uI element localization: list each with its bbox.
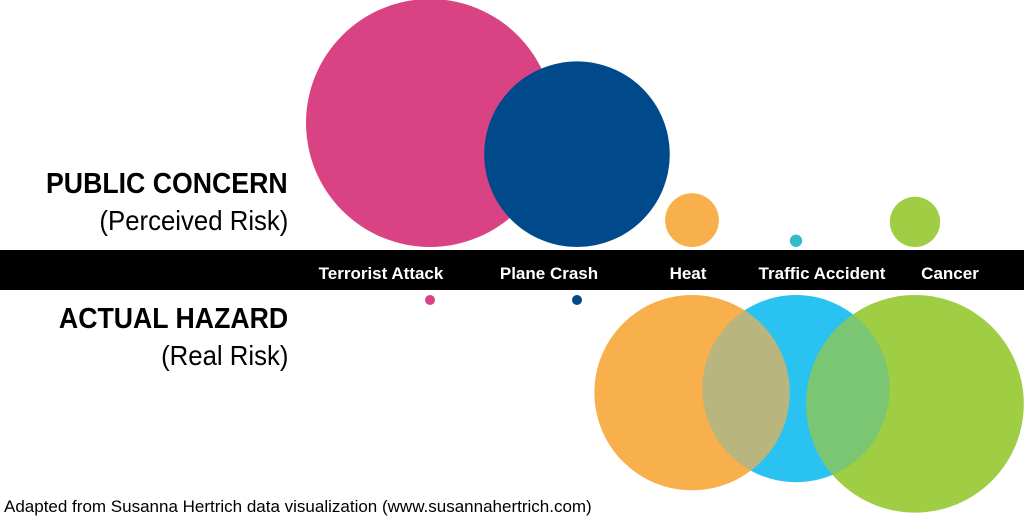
perceived-risk-subtitle: (Perceived Risk) — [99, 205, 288, 236]
perceived-bubble-cancer — [889, 196, 941, 247]
category-label-heat: Heat — [670, 264, 707, 283]
divider-band — [0, 250, 1024, 290]
public-concern-title: PUBLIC CONCERN — [46, 168, 288, 200]
actual-bubble-plane-crash — [572, 295, 582, 305]
perceived-bubble-plane-crash — [484, 61, 670, 247]
category-label-plane-crash: Plane Crash — [500, 264, 598, 283]
category-label-traffic-accident: Traffic Accident — [759, 264, 886, 283]
real-risk-subtitle: (Real Risk) — [160, 340, 288, 371]
actual-bubble-terrorist-attack — [425, 295, 435, 305]
category-label-cancer: Cancer — [921, 264, 979, 283]
overlap-cancer-traffic-accident — [806, 295, 890, 483]
category-label-terrorist-attack: Terrorist Attack — [319, 264, 444, 283]
perceived-bubble-traffic-accident — [789, 234, 803, 247]
credit-text: Adapted from Susanna Hertrich data visua… — [4, 497, 592, 516]
actual-hazard-title: ACTUAL HAZARD — [58, 303, 288, 335]
perceived-bubble-heat — [665, 193, 719, 248]
overlap-heat-traffic-accident — [702, 295, 790, 483]
